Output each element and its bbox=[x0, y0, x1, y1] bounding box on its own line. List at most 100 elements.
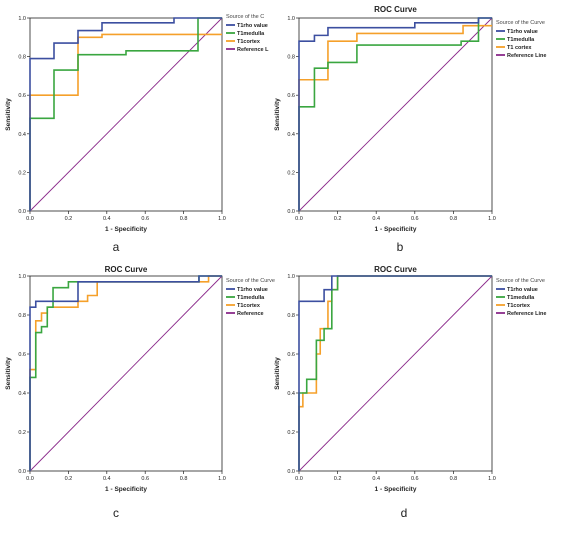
y-tick-label: 0.8 bbox=[287, 55, 295, 61]
legend: Source of the Curve T1rho value T1medulla T… bbox=[496, 278, 546, 317]
y-axis-label: Sensitivity bbox=[274, 357, 281, 390]
x-tick-label: 0.8 bbox=[450, 476, 458, 482]
x-tick-label: 1.0 bbox=[218, 476, 226, 482]
y-tick-label: 0.4 bbox=[18, 132, 26, 138]
series-line-t1-cortex bbox=[298, 24, 492, 211]
x-tick-label: 0.0 bbox=[295, 476, 303, 482]
x-tick-label: 0.6 bbox=[141, 216, 149, 222]
legend-label-t1cortex: T1cortex bbox=[237, 303, 261, 309]
x-tick-label: 0.4 bbox=[372, 476, 380, 482]
x-tick-label: 0.6 bbox=[411, 216, 419, 222]
series-line-reference bbox=[29, 275, 223, 472]
y-tick-label: 0.0 bbox=[287, 469, 295, 475]
x-tick-label: 0.4 bbox=[103, 216, 111, 222]
y-tick-label: 0.6 bbox=[287, 93, 295, 99]
legend-label-reference: Reference bbox=[237, 311, 264, 317]
x-tick-label: 0.4 bbox=[372, 216, 380, 222]
y-tick-label: 0.4 bbox=[18, 391, 26, 397]
roc-panel-b: ROC Curve 0.0 0.2 0.4 0.6 0.8 1.0 0.0 0.2 0.4 0.6 0… bbox=[274, 5, 546, 254]
series-line-t1rho-value bbox=[29, 17, 222, 211]
y-tick-label: 0.6 bbox=[18, 93, 26, 99]
x-tick-label: 0.8 bbox=[180, 216, 188, 222]
x-tick-label: 1.0 bbox=[218, 216, 226, 222]
x-tick-label: 0.6 bbox=[141, 476, 149, 482]
legend-label-t1rho-value: T1rho value bbox=[237, 287, 268, 293]
series-line-t1medulla bbox=[29, 17, 222, 211]
series-line-t1rho-value bbox=[298, 275, 492, 471]
x-tick-label: 0.8 bbox=[180, 476, 188, 482]
legend-label-reference-line: Reference Line bbox=[507, 311, 546, 317]
x-tick-label: 0.4 bbox=[103, 476, 111, 482]
chart-title: ROC Curve bbox=[374, 265, 417, 274]
series-line-t1rho-value bbox=[298, 17, 492, 211]
legend-title: Source of the Curve bbox=[496, 20, 545, 26]
x-tick-label: 0.0 bbox=[295, 216, 303, 222]
y-tick-label: 0.0 bbox=[18, 469, 26, 475]
y-tick-label: 0.8 bbox=[18, 55, 26, 61]
x-tick-label: 0.2 bbox=[65, 476, 73, 482]
y-axis-label: Sensitivity bbox=[5, 98, 12, 131]
legend-title: Source of the Curve bbox=[496, 278, 545, 284]
legend-label-t1medulla: T1medulla bbox=[507, 295, 535, 301]
x-axis-label: 1 - Specificity bbox=[105, 486, 147, 493]
x-tick-label: 1.0 bbox=[488, 216, 496, 222]
roc-panel-a: 0.0 0.2 0.4 0.6 0.8 1.0 0.0 0.2 0.4 0.6 0.8 1.0 1 - … bbox=[5, 14, 269, 254]
legend-label-t1medulla: T1medulla bbox=[237, 295, 265, 301]
x-axis-label: 1 - Specificity bbox=[375, 226, 417, 233]
y-tick-label: 0.4 bbox=[287, 132, 295, 138]
y-tick-label: 0.6 bbox=[287, 352, 295, 358]
series-line-t1medulla bbox=[298, 275, 492, 471]
legend-label-t1medulla: T1medulla bbox=[237, 31, 265, 37]
panel-caption: d bbox=[401, 506, 408, 520]
series-line-reference-line bbox=[298, 17, 493, 212]
y-tick-label: 0.2 bbox=[18, 430, 26, 436]
x-tick-label: 0.2 bbox=[334, 476, 342, 482]
y-tick-label: 1.0 bbox=[18, 16, 26, 22]
y-tick-label: 0.2 bbox=[18, 170, 26, 176]
x-tick-label: 0.2 bbox=[334, 216, 342, 222]
legend-title: Source of the C bbox=[226, 14, 264, 20]
y-tick-label: 0.2 bbox=[287, 430, 295, 436]
y-tick-label: 0.8 bbox=[287, 313, 295, 319]
roc-panel-c: ROC Curve 0.0 0.2 0.4 0.6 0.8 1.0 0.0 0.2 0.4 0.6 0… bbox=[5, 265, 275, 520]
legend-label-t1rho-value: T1rho value bbox=[507, 287, 538, 293]
y-tick-label: 0.0 bbox=[18, 209, 26, 215]
chart-title: ROC Curve bbox=[374, 5, 417, 14]
y-tick-label: 1.0 bbox=[287, 16, 295, 22]
series-line-t1rho-value bbox=[29, 275, 222, 471]
legend-label-t1cortex: T1cortex bbox=[507, 303, 531, 309]
panel-caption: b bbox=[397, 240, 404, 254]
legend-label-t1rho-value: T1rho value bbox=[237, 23, 268, 29]
legend-label-t1medulla: T1medulla bbox=[507, 37, 535, 43]
y-tick-label: 1.0 bbox=[287, 274, 295, 280]
x-axis-label: 1 - Specificity bbox=[105, 226, 147, 233]
x-tick-label: 0.0 bbox=[26, 216, 34, 222]
x-tick-label: 0.6 bbox=[411, 476, 419, 482]
y-tick-label: 0.4 bbox=[287, 391, 295, 397]
y-tick-label: 0.2 bbox=[287, 170, 295, 176]
x-axis-label: 1 - Specificity bbox=[375, 486, 417, 493]
panel-caption: a bbox=[113, 240, 120, 254]
roc-panel-d: ROC Curve 0.0 0.2 0.4 0.6 0.8 1.0 0.0 0.2 0.4 0.6 0… bbox=[274, 265, 546, 520]
legend-label-reference-line: Reference Line bbox=[507, 53, 546, 59]
y-axis-label: Sensitivity bbox=[5, 357, 12, 390]
x-tick-label: 0.2 bbox=[65, 216, 73, 222]
legend: Source of the C T1rho value T1medulla T1cor… bbox=[226, 14, 269, 53]
legend: Source of the Curve T1rho value T1medulla T… bbox=[226, 278, 275, 317]
legend: Source of the Curve T1rho value T1medulla T… bbox=[496, 20, 546, 59]
legend-label-t1-cortex: T1 cortex bbox=[507, 45, 532, 51]
y-tick-label: 0.8 bbox=[18, 313, 26, 319]
y-tick-label: 0.0 bbox=[287, 209, 295, 215]
legend-label-t1rho-value: T1rho value bbox=[507, 29, 538, 35]
legend-label-t1cortex: T1cortex bbox=[237, 39, 261, 45]
x-tick-label: 0.8 bbox=[450, 216, 458, 222]
x-tick-label: 1.0 bbox=[488, 476, 496, 482]
y-tick-label: 1.0 bbox=[18, 274, 26, 280]
legend-label-reference-l: Reference L bbox=[237, 47, 269, 53]
y-axis-label: Sensitivity bbox=[274, 98, 281, 131]
series-line-reference-line bbox=[298, 275, 493, 472]
chart-title: ROC Curve bbox=[105, 265, 148, 274]
legend-title: Source of the Curve bbox=[226, 278, 275, 284]
x-tick-label: 0.0 bbox=[26, 476, 34, 482]
